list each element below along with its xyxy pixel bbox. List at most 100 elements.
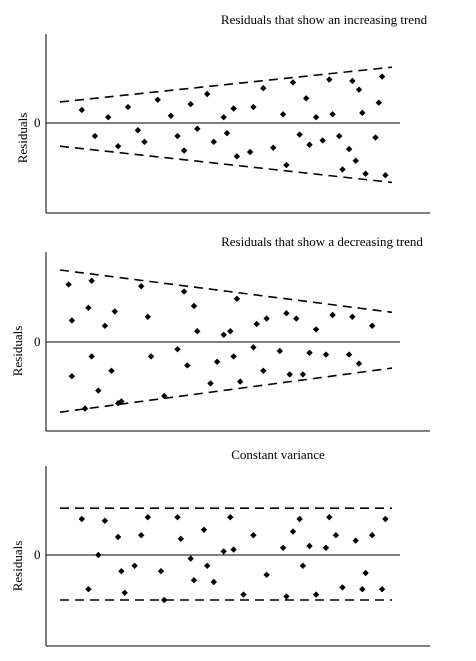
panel-constant-data-point <box>118 568 125 575</box>
panel-increasing-points <box>59 66 393 184</box>
panel-increasing-lower-bound-line <box>59 145 393 184</box>
panel-increasing-data-point <box>230 105 237 112</box>
panel-constant-data-point <box>220 548 227 555</box>
panel-decreasing-data-point <box>65 281 72 288</box>
panel-increasing-data-point <box>362 170 369 177</box>
panel-increasing-data-point <box>303 95 310 102</box>
panel-decreasing-data-point <box>81 405 89 412</box>
panel-decreasing-lower-bound-line <box>59 367 393 413</box>
panel-constant-data-point <box>177 535 184 542</box>
panel-increasing-data-point <box>91 132 99 140</box>
panel-constant-title: Constant variance <box>231 447 325 462</box>
panel-increasing-data-point <box>378 73 386 80</box>
panel-increasing-data-point <box>174 132 181 140</box>
panel-decreasing-data-point <box>213 358 221 365</box>
panel-decreasing-data-point <box>138 283 145 290</box>
panel-decreasing-data-point <box>329 311 336 319</box>
panel-constant-data-point <box>362 569 369 577</box>
panel-decreasing-data-point <box>95 387 102 394</box>
panel-constant-data-point <box>359 586 366 593</box>
panel-constant-data-point <box>326 514 333 521</box>
panel-decreasing-data-point <box>118 398 125 405</box>
panel-increasing-data-point <box>296 131 303 138</box>
panel-increasing-title: Residuals that show an increasing trend <box>221 12 428 27</box>
panel-decreasing-trend: Residuals that show a decreasing trend 0… <box>10 234 430 432</box>
panel-increasing-data-point <box>167 112 175 119</box>
panel-increasing-data-point <box>289 79 297 86</box>
panel-decreasing-data-point <box>283 310 290 317</box>
panel-decreasing-data-point <box>184 362 191 369</box>
panel-increasing-data-point <box>345 145 353 153</box>
panel-decreasing-data-point <box>220 331 227 338</box>
panel-decreasing-data-point <box>88 353 95 360</box>
panel-decreasing-data-point <box>250 344 257 351</box>
panel-decreasing-data-point <box>111 308 118 315</box>
panel-decreasing-data-point <box>355 360 363 367</box>
panel-constant-data-point <box>250 532 257 539</box>
panel-increasing-y-axis-label: Residuals <box>15 113 30 164</box>
panel-decreasing-data-point <box>299 371 307 378</box>
panel-constant-data-point <box>332 532 340 539</box>
panel-constant-data-point <box>114 533 122 541</box>
panel-decreasing-data-point <box>233 295 241 302</box>
panel-constant-data-point <box>283 593 290 600</box>
panel-decreasing-data-point <box>312 326 320 333</box>
panel-constant-data-point <box>312 591 320 598</box>
panel-constant-data-point <box>174 514 181 521</box>
panel-constant-data-point <box>322 544 330 551</box>
panel-increasing-data-point <box>124 103 132 111</box>
panel-decreasing-title: Residuals that show a decreasing trend <box>221 234 423 249</box>
panel-increasing-data-point <box>312 114 320 121</box>
panel-decreasing-data-point <box>144 313 151 320</box>
panel-decreasing-data-point <box>322 351 330 358</box>
panel-increasing-data-point <box>180 147 188 154</box>
panel-constant-data-point <box>339 584 346 591</box>
panel-constant-data-point <box>190 577 198 584</box>
panel-increasing-data-point <box>250 103 257 111</box>
panel-increasing-data-point <box>339 166 346 173</box>
panel-constant-data-point <box>352 537 359 544</box>
panel-increasing-data-point <box>359 109 366 117</box>
panel-increasing-data-point <box>78 106 85 114</box>
panel-increasing-data-point <box>326 76 333 83</box>
panel-constant-data-point <box>382 515 389 523</box>
panel-constant-data-point <box>85 586 92 593</box>
panel-decreasing-data-point <box>306 349 313 356</box>
panel-decreasing-zero-tick-label: 0 <box>34 334 41 349</box>
panel-increasing-data-point <box>283 161 290 169</box>
panel-constant-data-point <box>369 532 376 539</box>
panel-decreasing-data-point <box>174 346 181 353</box>
panel-constant-data-point <box>204 562 211 569</box>
panel-increasing-data-point <box>270 144 277 151</box>
panel-constant-data-point <box>161 596 168 604</box>
panel-decreasing-data-point <box>190 302 198 310</box>
panel-decreasing-data-point <box>260 367 267 374</box>
panel-decreasing-data-point <box>68 317 76 324</box>
panel-constant-data-point <box>138 532 145 539</box>
panel-decreasing-data-point <box>85 304 92 311</box>
panel-constant-data-point <box>299 562 307 569</box>
panel-decreasing-data-point <box>147 353 155 360</box>
panel-decreasing-data-point <box>253 320 260 328</box>
panel-increasing-data-point <box>352 157 359 164</box>
panel-increasing-data-point <box>329 111 336 118</box>
panel-constant-data-point <box>131 562 138 569</box>
panel-constant-data-point <box>289 528 297 535</box>
panel-decreasing-y-axis-label: Residuals <box>10 326 25 377</box>
panel-decreasing-data-point <box>293 315 300 322</box>
panel-constant-data-point <box>296 515 303 523</box>
panel-constant-data-point <box>240 591 247 598</box>
panel-decreasing-data-point <box>68 373 76 380</box>
panel-increasing-data-point <box>372 134 379 141</box>
panel-constant-data-point <box>378 586 386 593</box>
panel-increasing-data-point <box>233 153 241 160</box>
panel-constant-data-point <box>95 551 102 559</box>
panel-constant-data-point <box>144 514 151 521</box>
panel-constant-data-point <box>210 578 217 586</box>
panel-constant-data-point <box>279 544 287 551</box>
panel-constant-points <box>60 507 392 604</box>
panel-increasing-data-point <box>260 85 267 92</box>
panel-increasing-data-point <box>114 143 122 150</box>
panel-decreasing-data-point <box>227 328 234 335</box>
